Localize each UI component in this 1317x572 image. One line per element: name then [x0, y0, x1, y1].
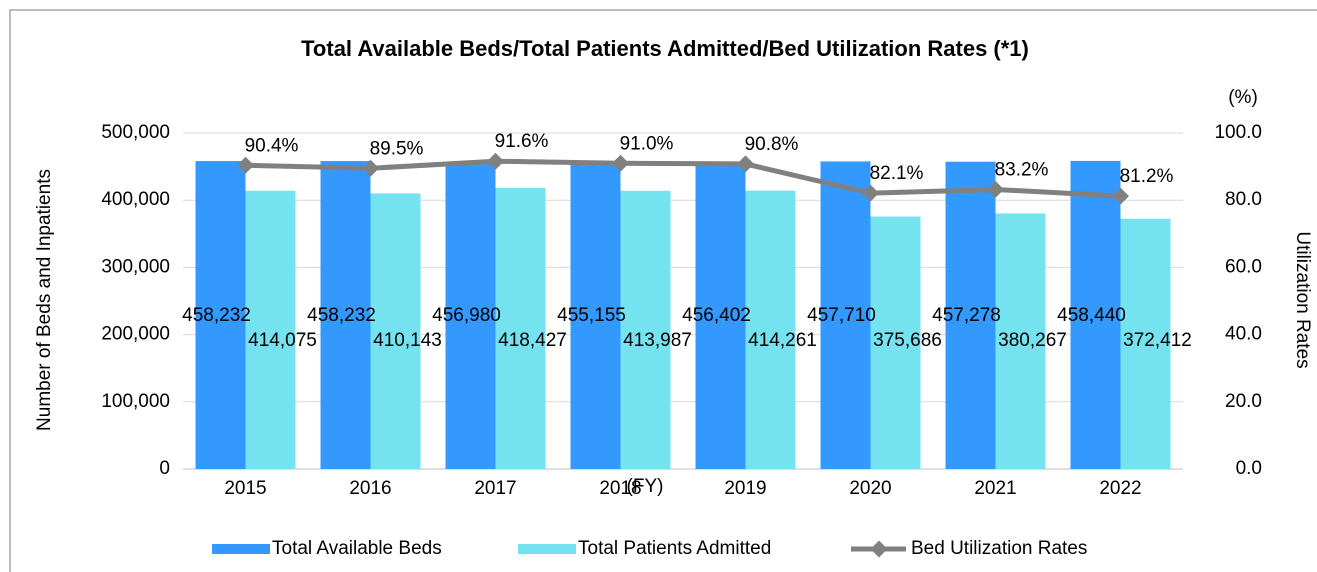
x-tick-label: 2020 — [849, 478, 891, 499]
y-tick-label: 100,000 — [101, 391, 170, 412]
line — [245, 158, 1121, 199]
y-tick-label: 300,000 — [101, 256, 170, 277]
bar — [320, 161, 371, 469]
line-marker — [612, 154, 629, 172]
x-tick-label: 2017 — [474, 478, 516, 499]
bar — [570, 163, 621, 469]
y2-tick-label: 20.0 — [1225, 391, 1262, 412]
bar — [195, 161, 246, 469]
bar-value-label: 458,440 — [1057, 305, 1126, 326]
line-marker — [987, 180, 1004, 198]
bar-value-label: 418,427 — [498, 330, 567, 351]
bar — [620, 190, 671, 470]
bar — [1070, 160, 1121, 469]
legend-swatch — [518, 544, 576, 554]
legend-swatch — [870, 540, 888, 558]
line-marker — [487, 152, 504, 170]
bar-value-label: 455,155 — [557, 305, 626, 326]
bar-value-label: 458,232 — [307, 305, 376, 326]
bar — [495, 187, 546, 469]
line-value-label: 82.1% — [870, 163, 924, 184]
legend-label: Total Patients Admitted — [578, 538, 771, 559]
y-tick-label: 0 — [159, 458, 170, 479]
y-axis-title: Number of Beds and Inpatients — [34, 169, 55, 431]
line-marker — [862, 184, 879, 202]
bar-value-label: 456,402 — [682, 305, 751, 326]
bar — [370, 193, 421, 469]
x-tick-label: 2016 — [349, 478, 391, 499]
bar — [945, 161, 996, 470]
x-tick-label: 2015 — [224, 478, 266, 499]
y2-tick-label: 60.0 — [1225, 256, 1262, 277]
line-marker — [237, 156, 254, 174]
bar-value-label: 414,261 — [748, 330, 817, 351]
bar-value-label: 456,980 — [432, 305, 501, 326]
line-marker — [362, 159, 379, 177]
x-tick-label: 2018 — [599, 478, 641, 499]
line-value-label: 90.4% — [245, 135, 299, 156]
y2-tick-label: 100.0 — [1214, 122, 1262, 143]
line-marker — [737, 155, 754, 173]
bar — [245, 190, 296, 470]
y-tick-label: 200,000 — [101, 324, 170, 345]
chart-title: Total Available Beds/Total Patients Admi… — [301, 36, 1029, 61]
x-tick-label: 2021 — [974, 478, 1016, 499]
y2-tick-label: 80.0 — [1225, 189, 1262, 210]
bar-value-label: 380,267 — [998, 330, 1067, 351]
bar-value-label: 372,412 — [1123, 330, 1192, 351]
legend-label: Bed Utilization Rates — [911, 538, 1087, 559]
bar-value-label: 413,987 — [623, 330, 692, 351]
y2-unit: (%) — [1228, 87, 1258, 108]
y2-axis-title: Utilization Rates — [1292, 231, 1313, 368]
legend-swatch — [212, 544, 270, 554]
bar-value-label: 414,075 — [248, 330, 317, 351]
x-tick-label: 2022 — [1099, 478, 1141, 499]
bar — [445, 161, 496, 470]
line-value-label: 83.2% — [995, 159, 1049, 180]
legend-label: Total Available Beds — [272, 538, 442, 559]
y2-tick-label: 40.0 — [1225, 324, 1262, 345]
bar — [870, 216, 921, 469]
bar-value-label: 457,710 — [807, 305, 876, 326]
bar-value-label: 457,278 — [932, 305, 1001, 326]
y-tick-label: 500,000 — [101, 122, 170, 143]
bar — [745, 190, 796, 469]
line-value-label: 90.8% — [745, 134, 799, 155]
bar — [695, 162, 746, 469]
x-axis-title: (FY) — [627, 476, 664, 497]
y-tick-label: 400,000 — [101, 189, 170, 210]
bar-value-label: 375,686 — [873, 330, 942, 351]
line-value-label: 89.5% — [370, 138, 424, 159]
bar — [995, 213, 1046, 469]
bar-value-label: 458,232 — [182, 305, 251, 326]
line-value-label: 91.0% — [620, 133, 674, 154]
bar-value-label: 410,143 — [373, 330, 442, 351]
x-tick-label: 2019 — [724, 478, 766, 499]
bar — [1120, 218, 1171, 469]
line-value-label: 91.6% — [495, 131, 549, 152]
bar — [820, 161, 871, 469]
y2-tick-label: 0.0 — [1236, 458, 1262, 479]
line-value-label: 81.2% — [1120, 166, 1174, 187]
